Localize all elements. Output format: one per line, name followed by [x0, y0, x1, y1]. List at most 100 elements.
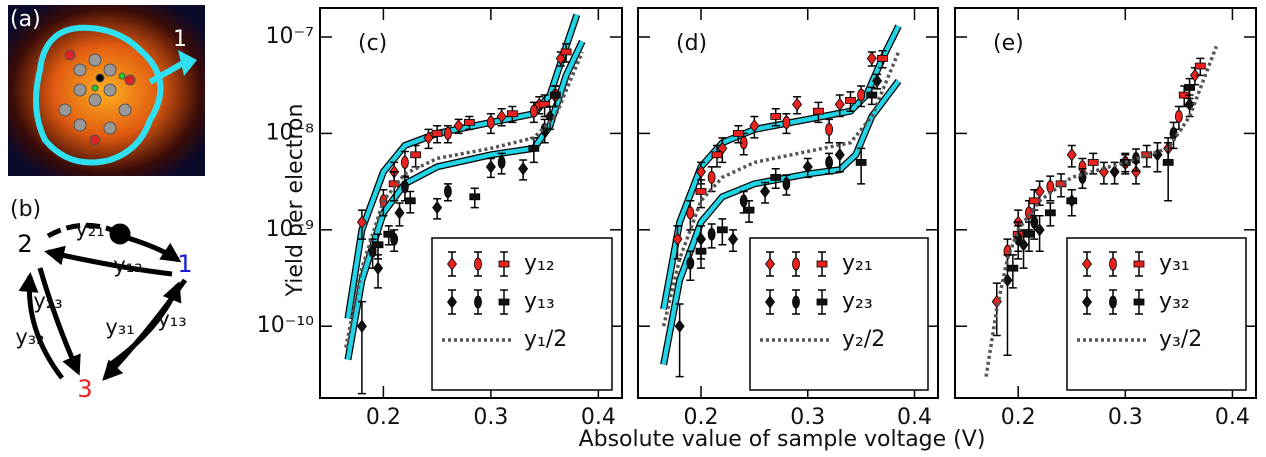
legend-label: y₃/2 [1159, 327, 1202, 352]
legend-marker [447, 257, 457, 271]
x-tick-label: 0.4 [1215, 405, 1250, 430]
marker-ellipse [443, 185, 452, 198]
arrow [37, 267, 81, 376]
tip-arrowhead [178, 50, 197, 76]
x-tick-label: 0.2 [366, 405, 401, 430]
marker-ellipse [1169, 127, 1178, 140]
dotted-line [344, 51, 584, 348]
fit-curve [661, 25, 901, 310]
edge-label: y₂₁ [75, 217, 104, 241]
marker-diamond [1189, 68, 1200, 83]
marker-ellipse [529, 104, 538, 118]
plot-area [344, 13, 586, 395]
x-axis-label: Absolute value of sample voltage (V) [579, 427, 986, 452]
marker-diamond [695, 165, 706, 179]
marker-diamond [760, 184, 771, 199]
marker-ellipse [825, 123, 834, 136]
x-tick-label: 0.4 [897, 405, 932, 430]
legend-label: y₁₃ [524, 289, 555, 314]
y-tick-label: 10⁻¹⁰ [257, 313, 314, 338]
marker-square [1028, 197, 1040, 205]
marker-square [1162, 159, 1174, 166]
marker-diamond [356, 319, 367, 333]
legend-marker [1082, 295, 1092, 309]
marker-square [1023, 230, 1035, 238]
legend-marker [1109, 257, 1117, 271]
panel-b [18, 222, 188, 381]
panel-label: (d) [676, 31, 707, 56]
legend-label: y₃₂ [1159, 289, 1190, 314]
marker-square [1141, 151, 1153, 159]
marker-diamond [1034, 184, 1045, 199]
legend-marker [792, 257, 800, 271]
node-label: 2 [17, 230, 32, 258]
arrow [44, 245, 173, 277]
node-label: 3 [77, 375, 92, 403]
y-tick-label: 10⁻⁷ [266, 24, 314, 49]
marker-diamond [802, 160, 813, 174]
x-tick-label: 0.2 [1001, 405, 1036, 430]
marker-ellipse [686, 206, 695, 220]
marker-diamond [485, 160, 496, 174]
legend-label: y₃₁ [1159, 251, 1190, 276]
tip-label: 1 [173, 27, 187, 52]
marker-square [855, 159, 867, 166]
marker-diamond [356, 215, 367, 229]
marker-square [695, 188, 707, 195]
marker-square [372, 241, 384, 249]
legend-label: y₂₁ [842, 251, 873, 276]
edge-label: y₂₃ [33, 289, 62, 313]
error-bar [357, 300, 366, 395]
edge-label: y₃₁ [105, 315, 134, 339]
marker-square [560, 48, 572, 56]
legend-marker [447, 295, 457, 309]
node-label: 1 [177, 250, 192, 278]
marker-square [711, 151, 723, 159]
marker-square [770, 173, 782, 181]
plot-frame [637, 7, 939, 399]
panel-a: (a) 1 [8, 5, 205, 176]
legend-marker [1082, 257, 1092, 271]
marker-ellipse [782, 177, 791, 191]
marker-ellipse [782, 116, 791, 129]
marker-square [1184, 84, 1195, 91]
plot-area [984, 45, 1219, 377]
legend-marker [498, 260, 510, 268]
legend-marker [1109, 295, 1117, 309]
legend-label: y₂/2 [842, 327, 885, 352]
marker-square [877, 55, 888, 62]
marker-ellipse [486, 116, 495, 129]
marker-ellipse [686, 256, 695, 270]
marker-square [1044, 209, 1056, 217]
marker-square [539, 100, 551, 108]
legend-label: y₁₂ [524, 251, 555, 276]
legend-marker [1133, 260, 1145, 268]
legend-label: y₁/2 [524, 327, 567, 352]
marker-diamond [792, 97, 803, 112]
marker-diamond [834, 148, 845, 162]
x-tick-label: 0.3 [473, 405, 508, 430]
marker-diamond [373, 261, 384, 275]
edge-label: y₁₃ [157, 307, 186, 331]
y-tick-label: 10⁻⁹ [266, 217, 314, 242]
x-tick-label: 0.3 [790, 405, 825, 430]
marker-square [1087, 159, 1099, 166]
marker-square [549, 91, 561, 99]
marker-square [732, 130, 744, 137]
marker-diamond [1066, 148, 1077, 162]
marker-ellipse [857, 88, 866, 102]
plot-frame [319, 7, 623, 399]
marker-diamond [423, 131, 434, 145]
marker-diamond [1002, 273, 1013, 287]
marker-square [1066, 197, 1078, 205]
marker-square [813, 107, 824, 115]
marker-diamond [453, 119, 464, 133]
edge-label: y₁₂ [113, 253, 142, 277]
marker-square [743, 206, 755, 214]
dotted-line [661, 51, 901, 327]
arrow [127, 235, 182, 263]
marker-square [410, 151, 422, 159]
marker-diamond [1131, 165, 1142, 179]
tip-dot [109, 223, 131, 245]
